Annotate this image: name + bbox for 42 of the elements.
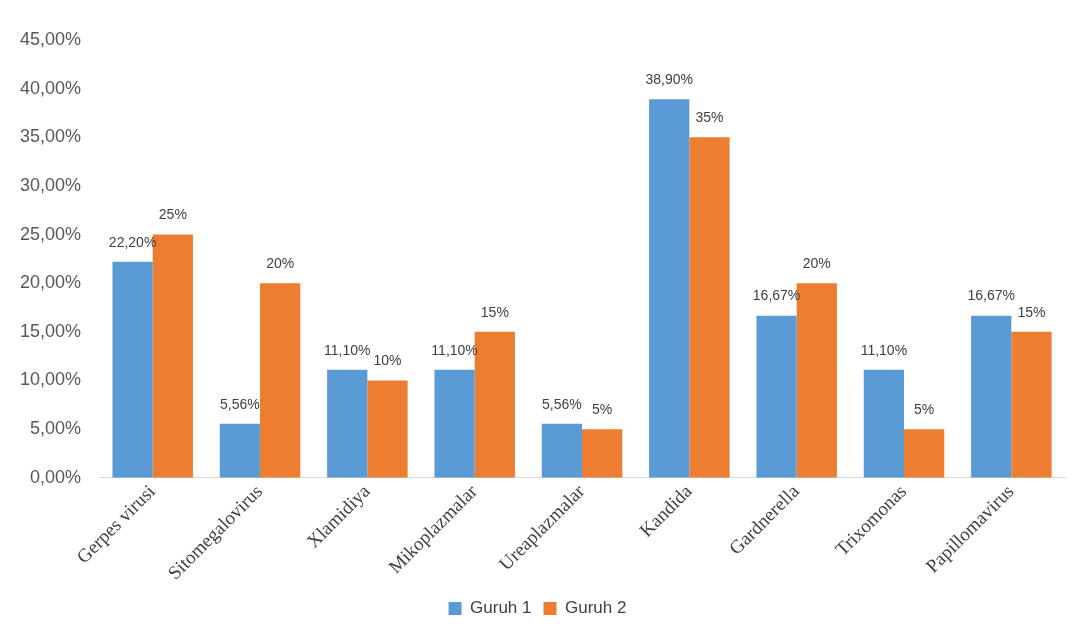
data-label: 15% (1017, 303, 1046, 320)
y-tick-label: 0,00% (30, 466, 82, 487)
y-tick-label: 15,00% (19, 320, 82, 341)
legend-label: Guruh 1 (470, 598, 532, 618)
data-label: 5,56% (220, 395, 260, 412)
bar (112, 261, 153, 478)
legend-label: Guruh 2 (565, 598, 627, 618)
bar (863, 369, 905, 478)
y-tick-label: 20,00% (19, 272, 82, 293)
bar (689, 137, 730, 478)
data-label: 11,10% (324, 341, 371, 358)
bar (260, 283, 301, 478)
y-tick-label: 30,00% (19, 174, 82, 195)
bar (582, 429, 623, 478)
data-label: 5,56% (542, 395, 582, 412)
bar (971, 315, 1012, 478)
data-label: 16,67% (967, 287, 1015, 304)
y-tick-label: 45,00% (19, 28, 82, 49)
data-label: 25% (158, 206, 187, 223)
data-label: 20% (802, 255, 831, 272)
y-tick-label: 5,00% (30, 418, 82, 439)
y-tick-label: 35,00% (19, 126, 82, 147)
bar (904, 429, 945, 478)
data-label: 5% (592, 401, 613, 418)
bar (434, 369, 475, 478)
y-tick-label: 40,00% (19, 77, 82, 98)
bar (756, 315, 797, 478)
data-label: 15% (480, 303, 509, 320)
data-label: 35% (695, 109, 724, 126)
data-label: 38,90% (645, 71, 693, 88)
bar (327, 369, 368, 478)
y-tick-label: 25,00% (19, 223, 82, 244)
bar (1011, 331, 1052, 478)
data-label: 5% (914, 401, 935, 418)
y-tick-label: 10,00% (19, 369, 82, 390)
data-label: 11,10% (860, 341, 908, 358)
bar (367, 380, 408, 478)
bar (649, 99, 690, 478)
bar (219, 423, 261, 478)
data-label: 20% (266, 255, 295, 272)
data-label: 10% (373, 352, 402, 369)
bar (541, 423, 583, 478)
